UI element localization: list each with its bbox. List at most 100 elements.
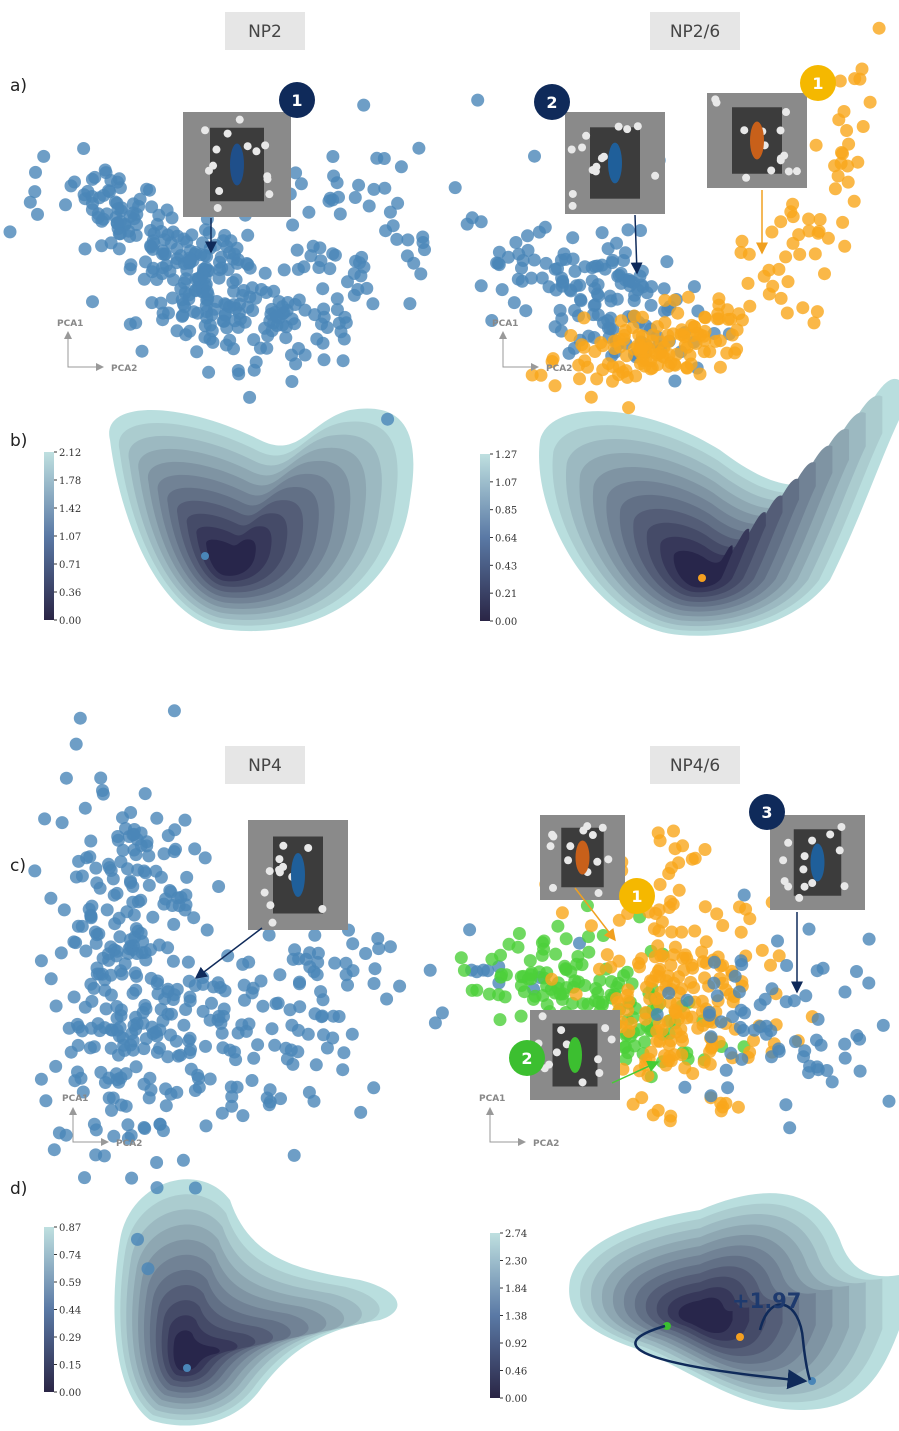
scatter-point [262,1098,276,1112]
badge [749,794,785,830]
scatter-point [390,232,404,246]
scatter-point [78,242,92,256]
axis-label: PCA1 [62,1094,88,1104]
inset-atom [275,868,284,877]
scatter-point [78,1171,91,1185]
scatter-point [323,262,337,276]
scatter-point [268,1038,282,1052]
scatter-point [383,940,397,954]
scatter-point [814,1038,828,1052]
scatter-point [236,1109,250,1123]
scatter-point [312,261,326,274]
scatter-point [55,816,69,830]
scatter-point [123,262,137,276]
inset-atom [566,842,575,851]
scatter-point [807,316,821,330]
scatter-point [512,927,526,940]
kde-layer [109,378,899,1426]
scatter-point [3,225,17,239]
scatter-point [509,236,523,249]
scatter-point [113,930,127,944]
scatter-point [213,981,227,994]
scatter-point [654,949,668,963]
badge [619,878,655,914]
scatter-point [721,1081,735,1095]
scatter-point [600,948,614,962]
scatter-point [535,936,549,950]
scatter-point [216,314,230,328]
scatter-point [326,150,340,163]
axis-label: PCA2 [111,364,137,374]
scatter-point [632,956,645,970]
scatter-point [793,247,807,261]
scatter-point [62,1021,76,1035]
scatter-point [94,771,108,785]
scatter-point [667,976,681,990]
inset-atom [549,883,558,892]
scatter-point [199,1039,212,1053]
scatter-point [850,965,863,978]
scatter-point [735,1052,749,1066]
inset-atom [557,1026,566,1035]
scatter-point [511,940,525,954]
inset-atom [212,145,221,154]
scatter-point [118,957,132,971]
scatter-point [608,342,621,355]
scatter-point [126,1043,140,1057]
scatter-point [156,313,170,327]
scatter-point [359,947,373,960]
inset-ligand [568,1037,582,1073]
scatter-point [153,1117,167,1131]
scatter-point [675,1048,689,1062]
inset-atom [279,841,288,850]
scatter-point [138,787,152,801]
scatter-point [403,297,417,311]
scatter-point [774,291,788,305]
scatter-point [135,344,149,358]
scatter-point [741,276,755,290]
scatter-point [308,308,322,322]
inset-atom [712,98,721,107]
scatter-point [67,935,81,949]
scatter-point [662,335,675,349]
colorbar-label: 0.74 [59,1251,81,1262]
scatter-point [747,1033,760,1047]
scatter-point [882,1094,896,1108]
scatter-point [164,236,178,250]
scatter-point [224,1080,238,1094]
scatter-point [293,977,306,991]
inset-atom [614,122,623,131]
title: NP4 [248,756,282,776]
scatter-point [146,1027,160,1041]
scatter-point [465,211,479,225]
scatter-point [634,224,647,237]
scatter-point [241,228,255,242]
scatter-point [734,1003,748,1017]
scatter-point [811,1063,825,1077]
scatter-point [124,874,137,888]
scatter-point [668,1005,682,1019]
scatter-point [589,982,603,995]
kde-min [663,1322,671,1330]
inset-atom [591,167,600,176]
scatter-point [49,1059,63,1073]
inset-atom [808,836,817,845]
scatter-point [330,303,344,317]
scatter-point [639,352,653,366]
scatter-point [485,314,499,327]
scatter-point [159,1082,173,1096]
scatter-point [76,1085,90,1099]
scatter-point [559,962,573,976]
inset-atom [304,843,313,852]
scatter-point [383,205,397,219]
scatter-point [137,864,151,878]
scatter-point [111,833,125,847]
scatter-point [150,1045,164,1059]
scatter-point [813,213,827,226]
scatter-point [612,913,626,927]
scatter-point [165,1007,178,1021]
scatter-point [709,334,723,348]
scatter-point [150,977,164,991]
inset-atom [594,889,603,898]
